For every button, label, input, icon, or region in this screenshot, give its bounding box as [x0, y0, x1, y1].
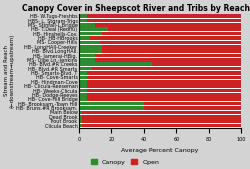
Bar — [152, 63, 241, 66]
Bar — [79, 14, 87, 18]
Bar — [79, 71, 87, 75]
Bar — [79, 106, 144, 110]
Bar — [79, 45, 102, 49]
Bar — [100, 41, 241, 44]
Bar — [82, 119, 241, 123]
Bar — [79, 19, 87, 22]
Bar — [102, 45, 241, 49]
Bar — [79, 111, 82, 114]
Bar — [102, 49, 241, 53]
Bar — [79, 49, 102, 53]
Bar — [79, 124, 82, 127]
Bar — [79, 98, 87, 101]
Bar — [79, 28, 108, 31]
Bar — [95, 54, 241, 57]
Bar — [87, 89, 241, 92]
Bar — [79, 119, 82, 123]
Bar — [82, 111, 241, 114]
Title: Canopy Cover in Sheepscot River and Tribs by Reach 1997-1999: Canopy Cover in Sheepscot River and Trib… — [22, 4, 250, 13]
Bar — [87, 76, 241, 79]
Bar — [79, 102, 144, 105]
Legend: Canopy, Open: Canopy, Open — [90, 158, 160, 166]
Bar — [108, 28, 241, 31]
Bar — [144, 106, 241, 110]
Bar — [82, 124, 241, 127]
Bar — [90, 36, 241, 40]
Bar — [79, 115, 82, 119]
Bar — [79, 89, 87, 92]
Bar — [82, 115, 241, 119]
Bar — [79, 76, 87, 79]
Bar — [79, 23, 95, 27]
Bar — [79, 54, 95, 57]
Bar — [87, 98, 241, 101]
Bar — [79, 67, 92, 70]
Bar — [79, 58, 95, 62]
Bar — [79, 36, 90, 40]
Bar — [87, 84, 241, 88]
X-axis label: Average Percent Canopy: Average Percent Canopy — [122, 148, 199, 153]
Bar — [79, 63, 152, 66]
Y-axis label: Stream and Reach
(←downstream→upstream): Stream and Reach (←downstream→upstream) — [4, 34, 15, 108]
Bar — [87, 14, 241, 18]
Bar — [79, 84, 87, 88]
Bar — [87, 93, 241, 97]
Bar — [79, 32, 102, 35]
Bar — [79, 80, 87, 83]
Bar — [87, 71, 241, 75]
Bar — [95, 23, 241, 27]
Bar — [87, 80, 241, 83]
Bar — [79, 41, 100, 44]
Bar — [87, 19, 241, 22]
Bar — [144, 102, 241, 105]
Bar — [95, 58, 241, 62]
Bar — [92, 67, 241, 70]
Bar — [102, 32, 241, 35]
Bar — [79, 93, 87, 97]
